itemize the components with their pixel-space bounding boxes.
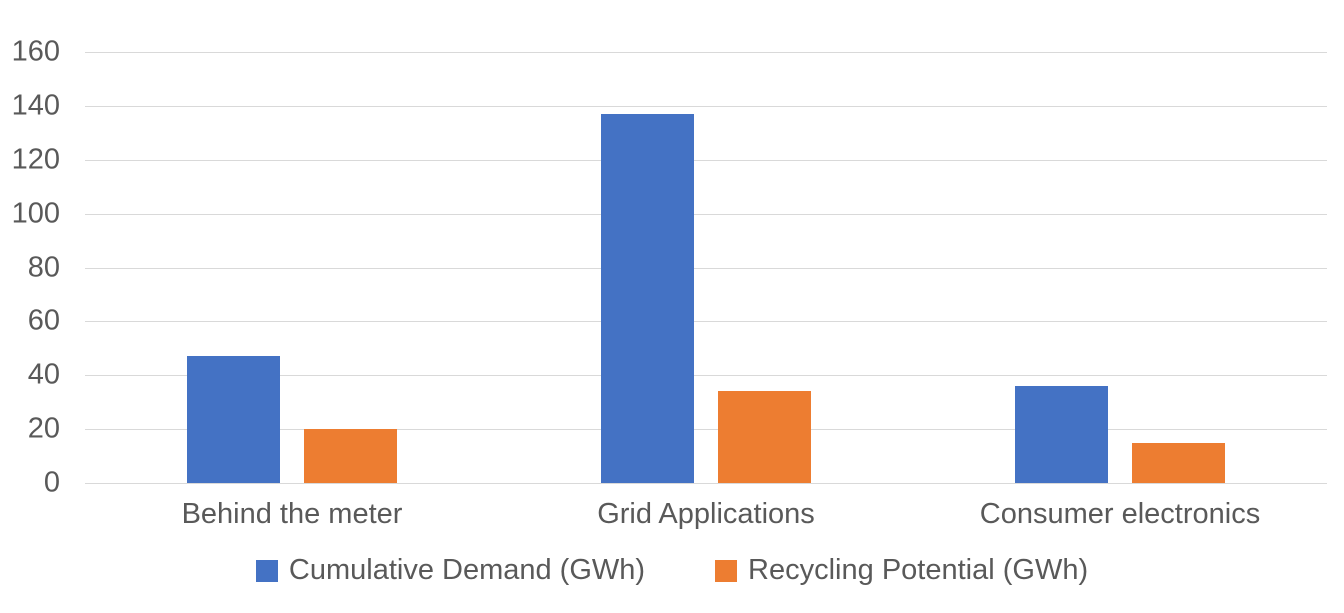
gridline-y-20 — [85, 429, 1327, 431]
gridline-y-60 — [85, 321, 1327, 323]
gridline-y-140 — [85, 105, 1327, 107]
y-tick-label: 0 — [43, 466, 60, 499]
bar-cumulative-demand-consumer-electronics — [1015, 386, 1108, 483]
bar-recycling-potential-grid-applications — [718, 391, 811, 483]
gridline-y-40 — [85, 375, 1327, 377]
y-tick-label: 40 — [27, 358, 60, 391]
bar-cumulative-demand-behind-the-meter — [187, 356, 280, 483]
y-tick-label: 100 — [11, 197, 60, 230]
legend-swatch-icon — [715, 559, 738, 582]
gridline-y-80 — [85, 267, 1327, 269]
y-tick-label: 60 — [27, 304, 60, 337]
plot-area — [85, 52, 1327, 484]
bar-group-consumer-electronics — [913, 52, 1327, 483]
gridline-y-160 — [85, 52, 1327, 53]
y-tick-label: 140 — [11, 89, 60, 122]
gridline-y-120 — [85, 159, 1327, 161]
bar-recycling-potential-consumer-electronics — [1132, 442, 1225, 483]
gridline-y-0 — [85, 483, 1327, 484]
bar-recycling-potential-behind-the-meter — [304, 429, 397, 483]
legend: Cumulative Demand (GWh) Recycling Potenti… — [0, 554, 1344, 587]
y-tick-label: 20 — [27, 412, 60, 445]
legend-label: Recycling Potential (GWh) — [748, 554, 1089, 586]
legend-item-cumulative-demand: Cumulative Demand (GWh) — [255, 554, 646, 587]
x-axis-label-consumer-electronics: Consumer electronics — [979, 498, 1261, 530]
x-axis-labels: Behind the meter Grid Applications Consume… — [85, 498, 1327, 531]
y-tick-label: 160 — [11, 35, 60, 68]
y-tick-label: 80 — [27, 251, 60, 283]
x-axis-label-behind-the-meter: Behind the meter — [181, 498, 403, 530]
legend-swatch-icon — [255, 559, 278, 582]
bar-cumulative-demand-grid-applications — [601, 114, 694, 483]
bar-group-behind-the-meter — [85, 52, 499, 483]
bar-groups — [85, 52, 1327, 483]
x-axis-label-grid-applications: Grid Applications — [597, 498, 815, 530]
legend-item-recycling-potential: Recycling Potential (GWh) — [715, 554, 1088, 587]
bar-group-grid-applications — [499, 52, 913, 483]
gridline-y-100 — [85, 213, 1327, 215]
legend-label: Cumulative Demand (GWh) — [288, 554, 646, 586]
y-tick-label: 120 — [11, 143, 60, 176]
